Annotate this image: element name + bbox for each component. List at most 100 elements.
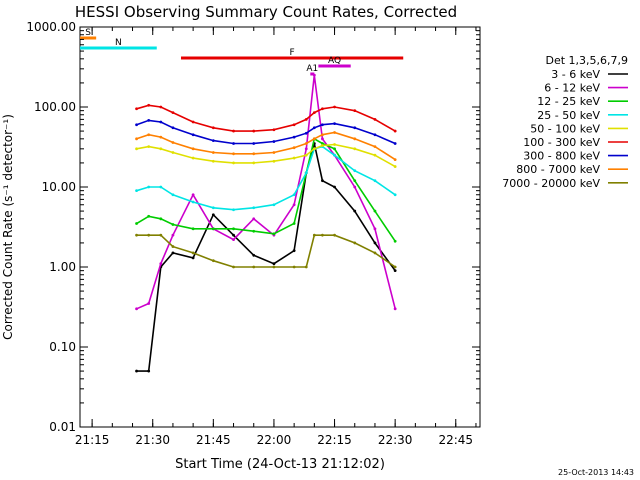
y-axis-label: Corrected Count Rate (s⁻¹ detector⁻¹): [1, 114, 15, 340]
data-point: [312, 233, 316, 237]
y-tick-label: 10.00: [42, 180, 76, 194]
data-point: [373, 209, 377, 213]
series-line: [136, 75, 396, 310]
data-point: [333, 105, 336, 109]
legend-entry: 25 - 50 keV: [537, 109, 600, 122]
data-point: [353, 126, 357, 130]
data-point: [252, 253, 256, 257]
data-point: [135, 369, 138, 373]
data-point: [135, 123, 138, 127]
data-point: [321, 144, 324, 147]
generation-timestamp: 25-Oct-2013 14:43: [558, 468, 634, 477]
data-point: [393, 165, 397, 168]
data-point: [321, 142, 324, 145]
data-point: [272, 140, 276, 143]
data-point: [292, 203, 296, 207]
data-point: [312, 147, 316, 151]
data-point: [393, 193, 397, 197]
data-point: [135, 137, 138, 141]
data-point: [321, 123, 324, 127]
data-point: [373, 153, 377, 157]
data-point: [211, 159, 215, 163]
data-point: [393, 142, 397, 145]
data-point: [211, 227, 215, 231]
data-point: [252, 229, 256, 233]
data-point: [147, 103, 151, 107]
data-point: [232, 142, 235, 145]
data-point: [393, 269, 397, 273]
data-point: [373, 145, 377, 148]
data-point: [373, 133, 377, 137]
data-point: [159, 105, 163, 109]
x-tick-label: 21:45: [196, 433, 231, 447]
data-point: [304, 153, 308, 157]
data-point: [333, 147, 336, 151]
data-point: [272, 232, 276, 236]
data-point: [191, 147, 195, 151]
data-point: [321, 133, 324, 137]
data-point: [304, 131, 308, 135]
legend-entry: 6 - 12 keV: [544, 82, 600, 95]
legend-entry: 3 - 6 keV: [551, 68, 600, 81]
y-tick-label: 0.10: [49, 340, 76, 354]
data-point: [147, 369, 151, 373]
data-point: [292, 249, 296, 253]
legend-entry: 800 - 7000 keV: [516, 163, 600, 176]
data-point: [272, 151, 276, 154]
data-point: [232, 161, 235, 165]
data-point: [147, 145, 151, 148]
x-tick-label: 21:30: [135, 433, 170, 447]
data-point: [272, 262, 276, 266]
series-line: [136, 143, 396, 168]
legend-title: Det 1,3,5,6,7,9: [545, 54, 628, 67]
data-point: [304, 142, 308, 145]
data-point: [252, 152, 256, 156]
data-point: [272, 265, 276, 269]
flag-label: F: [290, 48, 295, 58]
data-point: [353, 147, 357, 151]
data-point: [373, 251, 377, 255]
data-point: [211, 259, 215, 263]
data-point: [353, 179, 357, 183]
data-point: [191, 227, 195, 231]
data-point: [191, 120, 195, 124]
x-tick-label: 22:00: [257, 433, 292, 447]
data-point: [171, 245, 175, 248]
data-point: [333, 153, 336, 157]
legend-entry: 100 - 300 keV: [523, 136, 600, 149]
data-point: [171, 223, 175, 226]
data-point: [159, 120, 163, 124]
data-point: [211, 126, 215, 130]
data-point: [373, 117, 377, 121]
data-point: [147, 118, 151, 122]
data-point: [252, 206, 256, 210]
data-point: [292, 135, 296, 139]
data-point: [252, 217, 256, 221]
data-point: [159, 147, 163, 151]
data-point: [191, 133, 195, 137]
data-point: [333, 122, 336, 126]
data-point: [292, 156, 296, 160]
data-point: [333, 143, 336, 146]
data-point: [171, 251, 175, 255]
data-point: [292, 265, 296, 269]
data-point: [272, 159, 276, 163]
y-tick-label: 1.00: [49, 260, 76, 274]
data-point: [353, 137, 357, 141]
data-point: [353, 109, 357, 113]
series-line: [136, 104, 396, 132]
data-point: [232, 152, 235, 156]
y-tick-label: 100.00: [34, 100, 76, 114]
flag-label: A1: [306, 64, 318, 74]
data-point: [159, 135, 163, 139]
data-point: [191, 156, 195, 160]
data-point: [135, 307, 138, 311]
data-point: [252, 265, 256, 269]
x-tick-label: 22:30: [378, 433, 413, 447]
data-point: [312, 126, 316, 130]
data-point: [147, 214, 151, 218]
data-point: [312, 111, 316, 115]
data-point: [353, 169, 357, 173]
data-point: [171, 126, 175, 130]
data-point: [135, 147, 138, 151]
